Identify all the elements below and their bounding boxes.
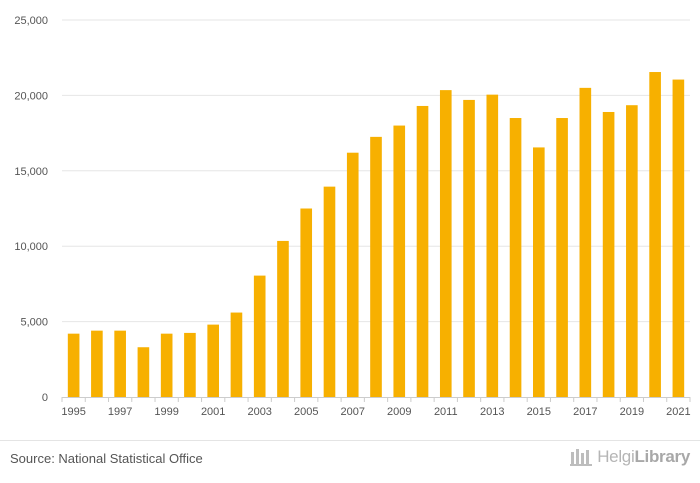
- bar-2002[interactable]: [230, 312, 243, 397]
- bar-1996[interactable]: [91, 330, 103, 397]
- footer-divider: [0, 440, 700, 441]
- bar-1999[interactable]: [160, 333, 173, 397]
- bar-2003[interactable]: [253, 275, 266, 397]
- bar-2019[interactable]: [626, 105, 638, 398]
- bar-2016[interactable]: [556, 118, 568, 398]
- bar-1998[interactable]: [137, 347, 150, 397]
- y-tick-label: 10,000: [14, 241, 48, 253]
- bar-2011[interactable]: [439, 90, 452, 397]
- x-tick-label: 2015: [527, 406, 551, 418]
- bar-2010[interactable]: [416, 105, 429, 398]
- bar-2000[interactable]: [184, 332, 196, 397]
- x-tick-label: 2011: [434, 406, 458, 418]
- helgi-library-logo[interactable]: HelgiLibrary: [570, 447, 690, 467]
- bar-2017[interactable]: [579, 87, 592, 398]
- x-tick-label: 1997: [108, 406, 132, 418]
- bar-chart: 0 5,000 10,000 15,000 20,000 25,000 1995 1997 19…: [14, 15, 690, 418]
- x-tick-label: 2007: [340, 406, 364, 418]
- bar-2020[interactable]: [649, 72, 661, 397]
- bar-2004[interactable]: [277, 240, 289, 397]
- x-tick-label: 2003: [247, 406, 271, 418]
- x-tick-label: 1995: [61, 406, 85, 418]
- x-tick-label: 2009: [387, 406, 411, 418]
- bar-2001[interactable]: [207, 324, 219, 397]
- bar-2007[interactable]: [346, 152, 359, 397]
- x-tick-label: 2021: [666, 406, 690, 418]
- bar-2006[interactable]: [323, 186, 336, 397]
- bar-2009[interactable]: [393, 125, 406, 397]
- y-tick-label: 20,000: [14, 90, 48, 102]
- bar-2008[interactable]: [370, 136, 382, 397]
- bar-2012[interactable]: [463, 99, 475, 397]
- bar-2018[interactable]: [602, 111, 615, 397]
- axis-layer: 0 5,000 10,000 15,000 20,000 25,000 1995 1997 19…: [14, 15, 690, 418]
- bar-2015[interactable]: [533, 147, 545, 397]
- y-tick-label: 5,000: [20, 317, 48, 329]
- y-tick-label: 25,000: [14, 15, 48, 27]
- bar-2021[interactable]: [672, 79, 685, 397]
- logo-text-strong: Library: [634, 447, 690, 466]
- x-tick-label: 2005: [294, 406, 318, 418]
- bar-1995[interactable]: [67, 333, 80, 397]
- x-tick-label: 1999: [154, 406, 178, 418]
- y-tick-label: 15,000: [14, 166, 48, 178]
- bar-2014[interactable]: [509, 118, 522, 398]
- source-note: Source: National Statistical Office: [10, 451, 203, 466]
- bars-layer: [67, 72, 685, 398]
- y-tick-label: 0: [42, 392, 48, 404]
- x-tick-label: 2017: [573, 406, 597, 418]
- x-tick-label: 2019: [620, 406, 644, 418]
- logo-text: HelgiLibrary: [597, 447, 690, 467]
- bar-1997[interactable]: [114, 330, 126, 397]
- logo-text-light: Helgi: [597, 447, 635, 466]
- x-tick-label: 2001: [201, 406, 225, 418]
- x-tick-label: 2013: [480, 406, 504, 418]
- library-building-icon: [570, 449, 593, 466]
- bar-2005[interactable]: [300, 208, 313, 398]
- bar-2013[interactable]: [486, 94, 499, 397]
